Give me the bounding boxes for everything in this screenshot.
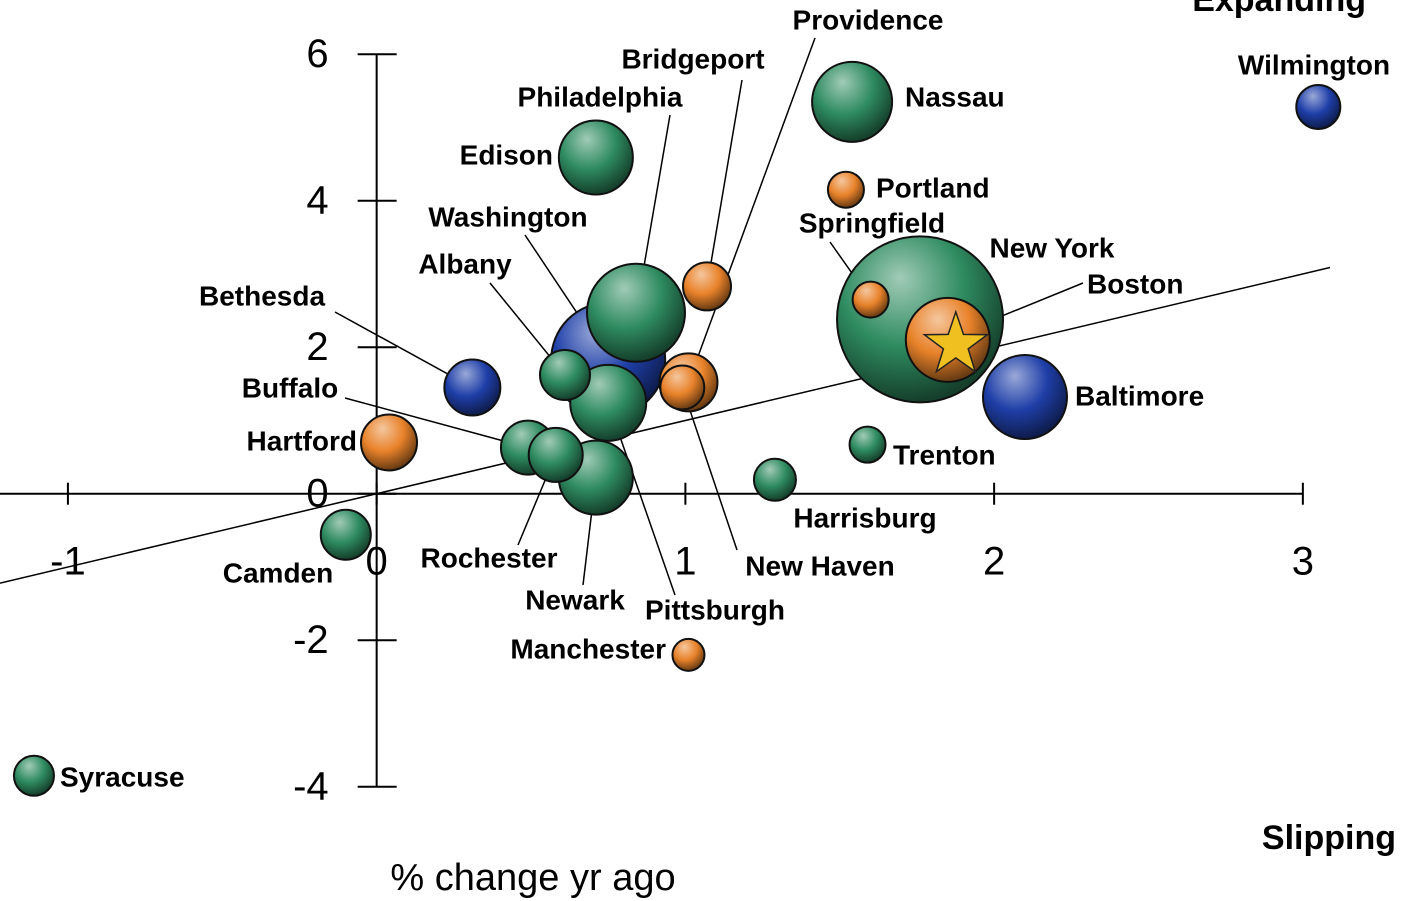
bubble <box>826 170 865 209</box>
x-tick-label: 2 <box>983 539 1005 583</box>
point-label: Edison <box>460 139 553 170</box>
point-label: Hartford <box>247 425 357 456</box>
point-label: New York <box>989 232 1114 263</box>
x-tick-label: 3 <box>1292 539 1314 583</box>
bubble <box>360 413 419 472</box>
point-label: Harrisburg <box>793 502 936 533</box>
bubble <box>527 426 584 483</box>
bubble <box>752 457 797 502</box>
point-label: Pittsburgh <box>645 594 785 625</box>
point-label: Bethesda <box>199 280 325 311</box>
y-tick-label: 6 <box>306 32 328 76</box>
point-label: Providence <box>793 4 944 35</box>
y-tick-label: 0 <box>306 471 328 515</box>
x-tick-label: 0 <box>366 539 388 583</box>
bubble <box>811 60 894 143</box>
trend-line <box>0 266 1331 584</box>
bubble <box>443 358 502 417</box>
bubble <box>538 349 591 402</box>
leader-line <box>344 397 529 449</box>
point-label: Boston <box>1087 268 1183 299</box>
point-label: Rochester <box>421 542 558 573</box>
bubble <box>851 280 890 319</box>
y-tick-label: 4 <box>306 178 328 222</box>
y-tick-label: -2 <box>293 618 329 662</box>
point-label: Camden <box>223 557 333 588</box>
point-label: Philadelphia <box>518 81 683 112</box>
point-label: New Haven <box>745 550 894 581</box>
leader-line <box>706 79 743 287</box>
bubble <box>659 364 706 411</box>
point-label: Nassau <box>905 81 1005 112</box>
bubble <box>1295 83 1342 130</box>
bubble <box>848 425 887 464</box>
point-label: Wilmington <box>1238 49 1390 80</box>
bubble <box>682 261 732 312</box>
point-label: Baltimore <box>1075 380 1204 411</box>
leader-line <box>681 387 738 551</box>
bubble <box>319 508 372 561</box>
x-tick-label: -1 <box>50 539 86 583</box>
bubble <box>585 262 686 363</box>
point-label: Manchester <box>510 633 666 664</box>
bubble <box>12 754 55 797</box>
y-tick-label: 2 <box>306 325 328 369</box>
corner-bottom: Slipping <box>1262 819 1396 857</box>
point-label: Bridgeport <box>621 43 764 74</box>
bubble <box>557 119 634 196</box>
x-axis-label: % change yr ago <box>390 857 675 899</box>
point-label: Buffalo <box>242 372 338 403</box>
point-label: Albany <box>418 248 512 279</box>
point-label: Newark <box>525 584 625 615</box>
point-label: Trenton <box>893 439 996 470</box>
bubble <box>981 354 1068 441</box>
point-label: Springfield <box>799 207 945 238</box>
point-label: Washington <box>428 201 587 232</box>
leader-line <box>687 37 816 383</box>
point-label: Syracuse <box>60 761 185 792</box>
corner-top: Expanding <box>1192 0 1366 19</box>
star <box>922 309 990 374</box>
point-label: Portland <box>876 172 990 203</box>
x-tick-label: 1 <box>674 539 696 583</box>
bubble <box>671 637 706 672</box>
y-tick-label: -4 <box>293 764 329 808</box>
